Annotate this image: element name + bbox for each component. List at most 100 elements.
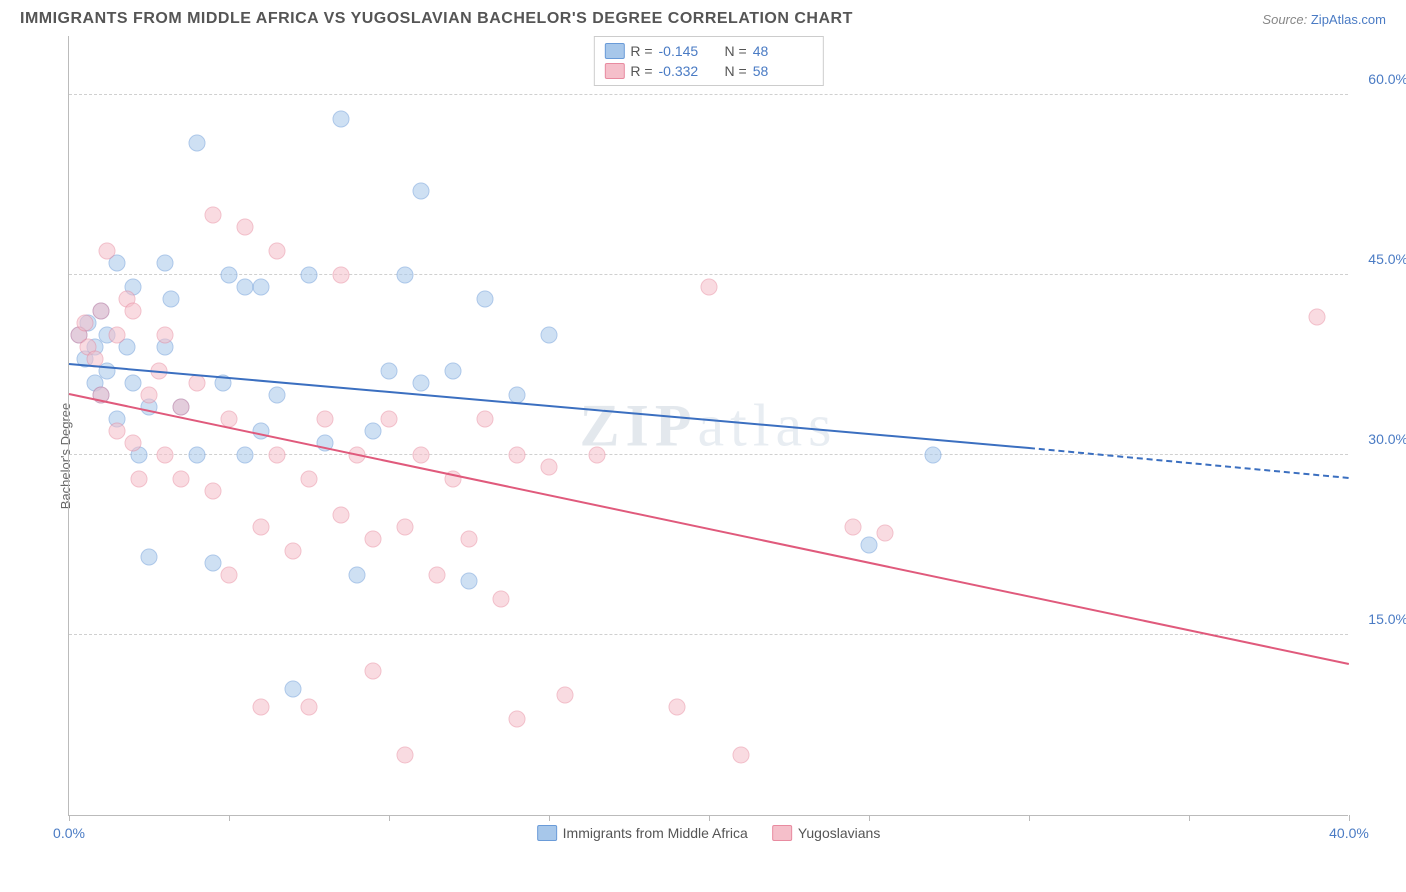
- watermark: ZIPatlas: [580, 391, 838, 460]
- data-point: [77, 315, 94, 332]
- data-point: [509, 447, 526, 464]
- data-point: [221, 567, 238, 584]
- data-point: [157, 255, 174, 272]
- data-point: [237, 219, 254, 236]
- x-tick: [869, 815, 870, 821]
- data-point: [381, 411, 398, 428]
- data-point: [413, 183, 430, 200]
- x-tick: [549, 815, 550, 821]
- legend-n-label: N =: [725, 63, 747, 79]
- data-point: [365, 531, 382, 548]
- gridline: [69, 274, 1348, 275]
- data-point: [365, 423, 382, 440]
- data-point: [557, 687, 574, 704]
- data-point: [541, 459, 558, 476]
- data-point: [157, 327, 174, 344]
- data-point: [397, 747, 414, 764]
- y-tick-label: 45.0%: [1368, 251, 1406, 267]
- x-tick: [69, 815, 70, 821]
- data-point: [125, 375, 142, 392]
- data-point: [125, 303, 142, 320]
- data-point: [413, 375, 430, 392]
- plot-area: ZIPatlas 15.0%30.0%45.0%60.0%0.0%40.0%R …: [68, 36, 1348, 816]
- data-point: [189, 135, 206, 152]
- data-point: [253, 279, 270, 296]
- data-point: [285, 543, 302, 560]
- data-point: [445, 363, 462, 380]
- data-point: [333, 111, 350, 128]
- data-point: [189, 375, 206, 392]
- data-point: [253, 699, 270, 716]
- trend-line: [69, 363, 1029, 449]
- data-point: [733, 747, 750, 764]
- chart-title: IMMIGRANTS FROM MIDDLE AFRICA VS YUGOSLA…: [20, 10, 853, 28]
- x-tick-label: 0.0%: [53, 825, 85, 841]
- x-tick: [389, 815, 390, 821]
- x-tick: [709, 815, 710, 821]
- data-point: [237, 447, 254, 464]
- legend-swatch: [772, 825, 792, 841]
- data-point: [285, 681, 302, 698]
- data-point: [461, 573, 478, 590]
- data-point: [381, 363, 398, 380]
- data-point: [269, 387, 286, 404]
- data-point: [493, 591, 510, 608]
- data-point: [477, 291, 494, 308]
- data-point: [477, 411, 494, 428]
- gridline: [69, 94, 1348, 95]
- legend-series-label: Yugoslavians: [798, 825, 881, 841]
- data-point: [877, 525, 894, 542]
- data-point: [141, 387, 158, 404]
- data-point: [333, 507, 350, 524]
- y-tick-label: 60.0%: [1368, 71, 1406, 87]
- x-tick: [1349, 815, 1350, 821]
- data-point: [163, 291, 180, 308]
- data-point: [173, 399, 190, 416]
- data-point: [461, 531, 478, 548]
- data-point: [301, 267, 318, 284]
- data-point: [269, 447, 286, 464]
- data-point: [301, 699, 318, 716]
- legend-r-label: R =: [630, 63, 652, 79]
- legend-series: Immigrants from Middle Africa Yugoslavian…: [537, 825, 881, 841]
- x-tick: [1189, 815, 1190, 821]
- data-point: [669, 699, 686, 716]
- y-tick-label: 15.0%: [1368, 611, 1406, 627]
- data-point: [205, 555, 222, 572]
- data-point: [413, 447, 430, 464]
- data-point: [99, 243, 116, 260]
- x-tick: [229, 815, 230, 821]
- data-point: [131, 471, 148, 488]
- legend-swatch: [537, 825, 557, 841]
- data-point: [397, 267, 414, 284]
- data-point: [349, 567, 366, 584]
- data-point: [317, 411, 334, 428]
- source-link[interactable]: ZipAtlas.com: [1311, 12, 1386, 27]
- legend-n-value: 48: [753, 43, 813, 59]
- legend-r-label: R =: [630, 43, 652, 59]
- legend-r-value: -0.145: [659, 43, 719, 59]
- y-tick-label: 30.0%: [1368, 431, 1406, 447]
- data-point: [93, 303, 110, 320]
- data-point: [845, 519, 862, 536]
- data-point: [109, 423, 126, 440]
- data-point: [925, 447, 942, 464]
- data-point: [1309, 309, 1326, 326]
- legend-swatch: [604, 63, 624, 79]
- data-point: [221, 267, 238, 284]
- legend-stats: R =-0.145N =48R =-0.332N =58: [593, 36, 823, 86]
- data-point: [205, 207, 222, 224]
- data-point: [429, 567, 446, 584]
- data-point: [541, 327, 558, 344]
- x-tick-label: 40.0%: [1329, 825, 1369, 841]
- data-point: [173, 471, 190, 488]
- trend-line: [1029, 447, 1349, 479]
- data-point: [157, 447, 174, 464]
- data-point: [205, 483, 222, 500]
- data-point: [269, 243, 286, 260]
- legend-series-label: Immigrants from Middle Africa: [563, 825, 748, 841]
- data-point: [109, 327, 126, 344]
- data-point: [397, 519, 414, 536]
- gridline: [69, 454, 1348, 455]
- data-point: [125, 435, 142, 452]
